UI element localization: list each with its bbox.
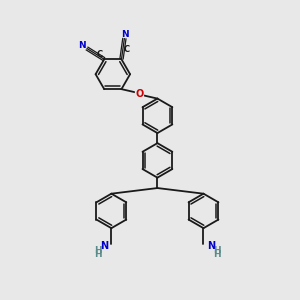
- Text: O: O: [135, 89, 144, 99]
- Text: N: N: [100, 241, 108, 251]
- Text: N: N: [121, 30, 129, 39]
- Text: C: C: [96, 50, 102, 59]
- Text: H: H: [94, 246, 101, 255]
- Text: H: H: [213, 246, 221, 255]
- Text: C: C: [124, 45, 130, 54]
- Text: N: N: [79, 41, 86, 50]
- Text: H: H: [213, 250, 221, 260]
- Text: N: N: [207, 241, 215, 251]
- Text: H: H: [94, 250, 101, 260]
